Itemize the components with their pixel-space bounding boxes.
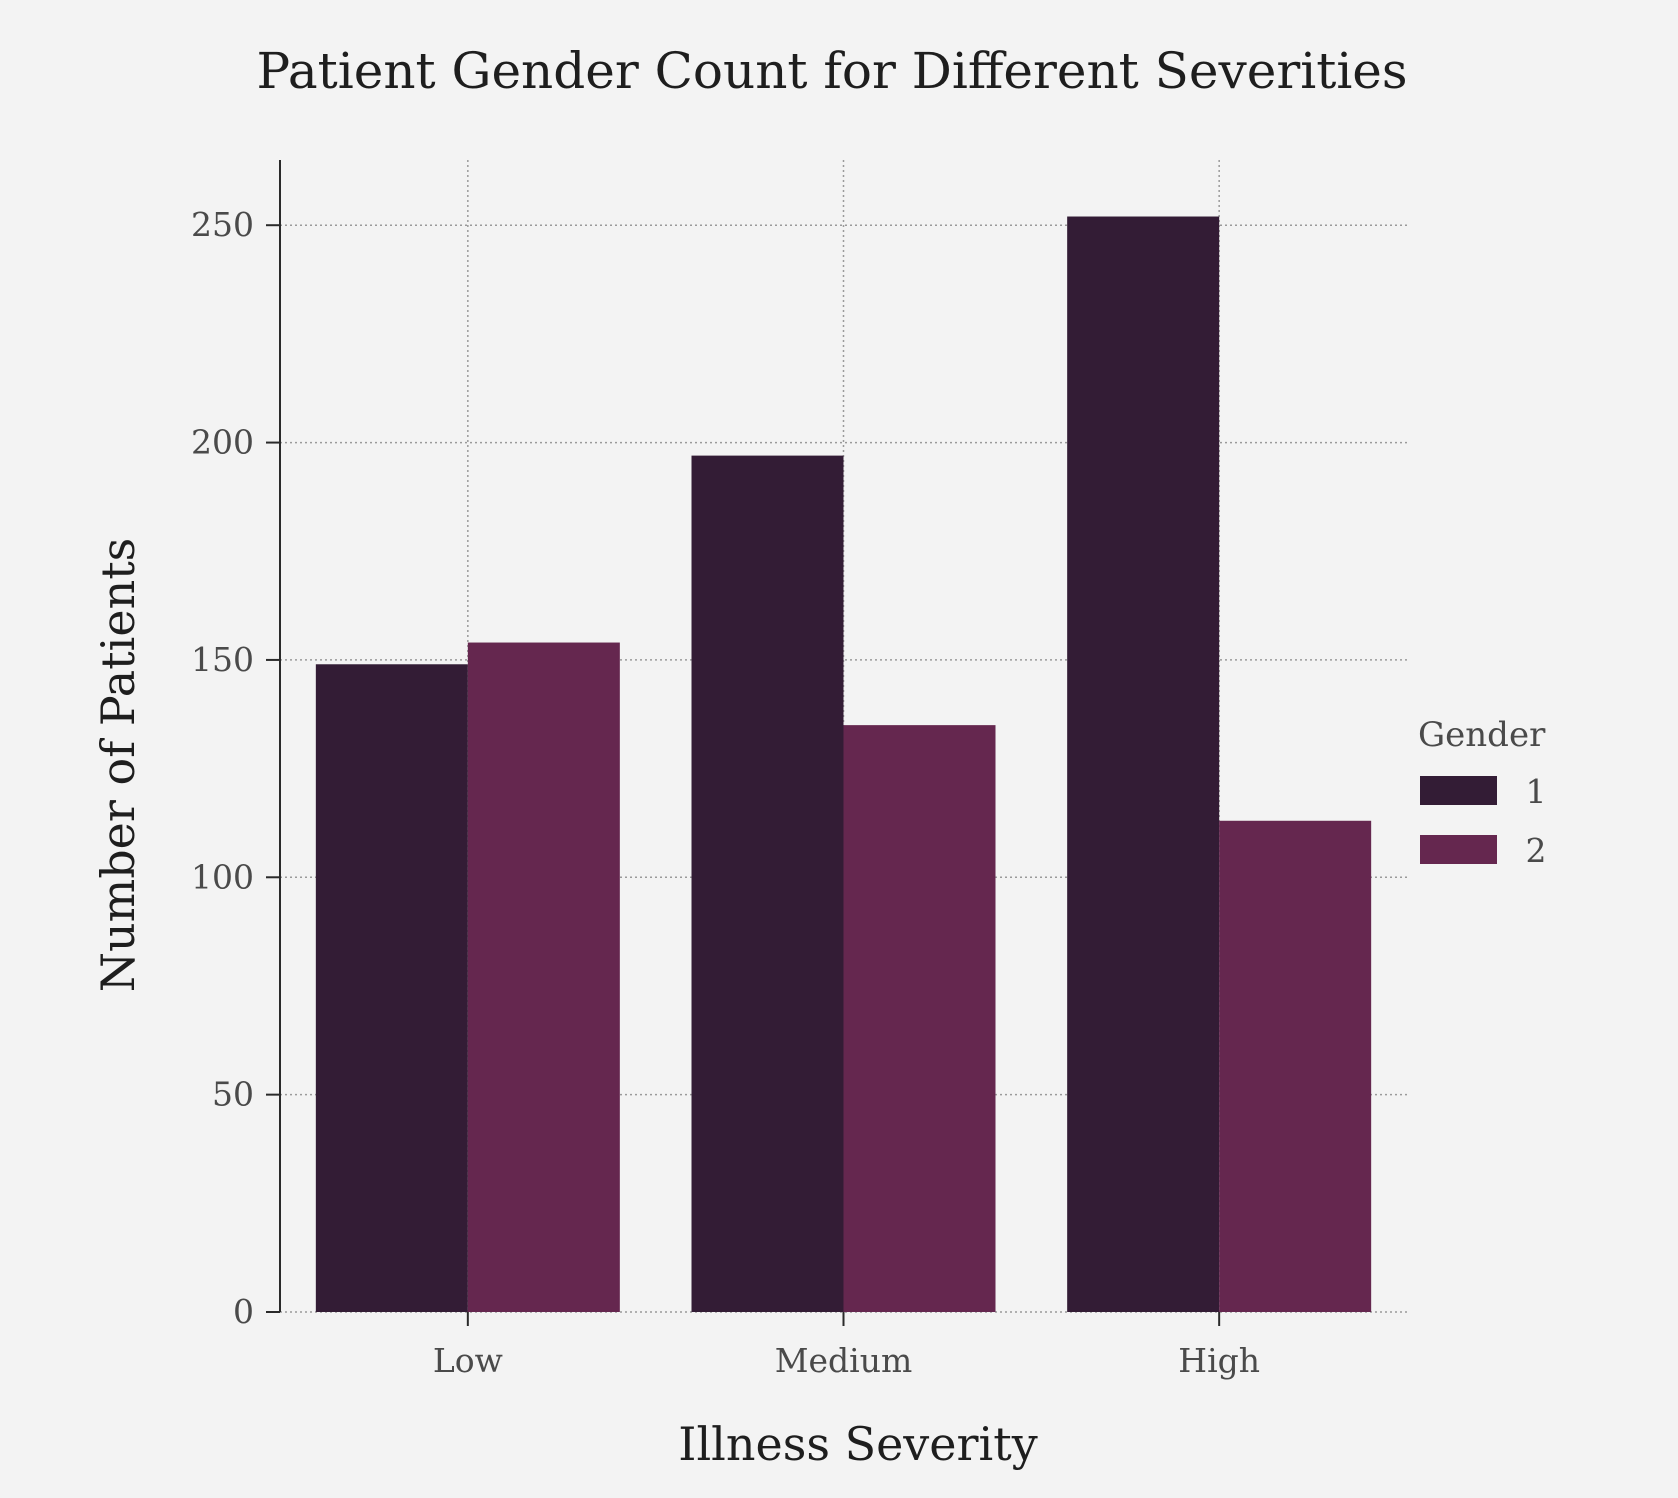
legend-swatch-1	[1420, 776, 1497, 805]
legend-title: Gender	[1418, 715, 1546, 755]
bar-medium-gender-2	[843, 725, 996, 1312]
y-axis-title: Number of Patients	[91, 538, 145, 993]
bar-medium-gender-1	[691, 455, 844, 1312]
axes: 0 50 100 150 200 250 Low Medium High	[191, 160, 1260, 1380]
bar-low-gender-1	[315, 664, 468, 1312]
bars	[315, 216, 1372, 1313]
x-tick-label: High	[1178, 1341, 1260, 1380]
legend: 12	[1420, 772, 1547, 870]
chart-title: Patient Gender Count for Different Sever…	[256, 42, 1407, 100]
y-tick-label: 50	[212, 1075, 254, 1114]
legend-label-1: 1	[1526, 772, 1547, 811]
x-tick-label: Medium	[775, 1341, 913, 1380]
y-tick-label: 150	[191, 640, 254, 679]
legend-swatch-2	[1420, 835, 1497, 864]
legend-label-2: 2	[1526, 831, 1547, 870]
y-tick-label: 250	[191, 205, 254, 244]
y-tick-label: 0	[233, 1292, 254, 1331]
bar-low-gender-2	[467, 642, 620, 1312]
x-axis-title: Illness Severity	[678, 1417, 1037, 1471]
y-tick-label: 100	[191, 857, 254, 896]
bar-high-gender-1	[1067, 216, 1220, 1313]
bar-high-gender-2	[1219, 820, 1372, 1312]
x-tick-label: Low	[433, 1341, 503, 1380]
y-tick-label: 200	[191, 423, 254, 462]
